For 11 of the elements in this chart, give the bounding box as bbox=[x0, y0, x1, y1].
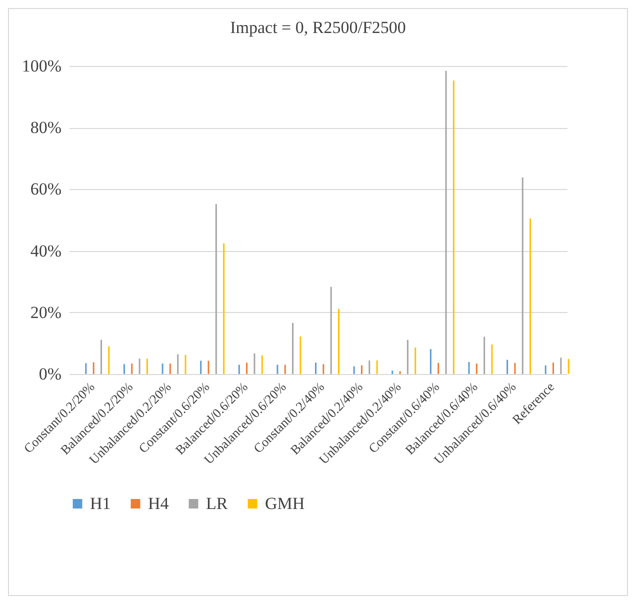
y-tick-label: 40% bbox=[30, 241, 62, 260]
chart-title: Impact = 0, R2500/F2500 bbox=[230, 18, 406, 37]
y-tick-label: 80% bbox=[30, 118, 62, 138]
y-tick-label: 0% bbox=[38, 364, 62, 384]
y-tick-label: 20% bbox=[30, 302, 62, 322]
legend-label: LR bbox=[206, 494, 228, 513]
legend-label: GMH bbox=[265, 494, 305, 513]
y-tick-label: 60% bbox=[30, 180, 62, 199]
legend-label: H1 bbox=[90, 494, 111, 513]
legend-label: H4 bbox=[148, 494, 170, 513]
y-tick-label: 100% bbox=[22, 56, 62, 76]
